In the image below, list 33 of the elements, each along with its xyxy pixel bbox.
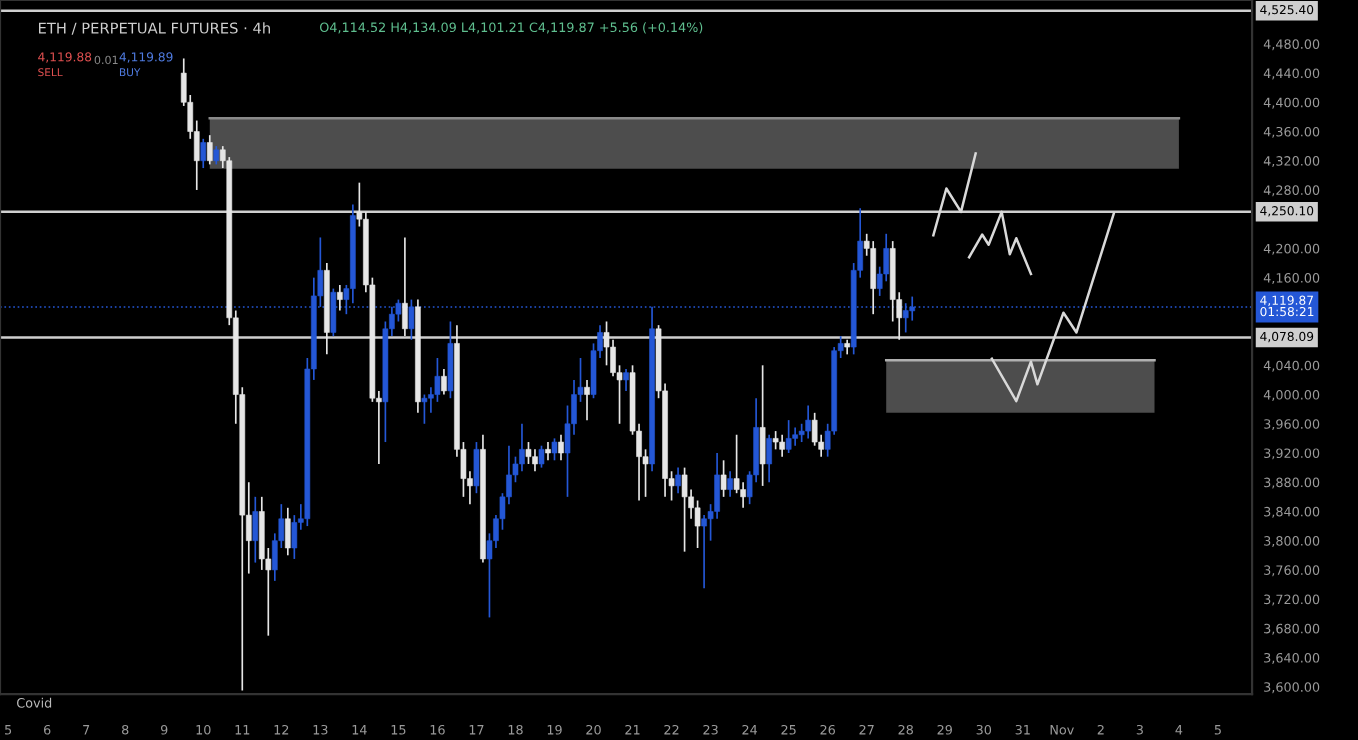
candlestick [779, 433, 785, 458]
candlestick [759, 364, 766, 487]
candlestick [421, 393, 428, 425]
candlestick [623, 368, 629, 392]
candlestick [206, 134, 213, 166]
candlestick [447, 320, 454, 400]
candlestick [805, 404, 811, 440]
candlestick [584, 379, 590, 421]
candlestick [337, 284, 343, 312]
candlestick [766, 433, 772, 484]
candlestick [792, 426, 798, 447]
candlestick [473, 441, 480, 495]
candlestick [252, 496, 259, 564]
candlestick [681, 466, 688, 553]
candlestick [532, 448, 538, 473]
candlestick [441, 368, 447, 396]
candlestick [675, 466, 681, 495]
candlestick [772, 430, 779, 451]
candlestick [870, 240, 877, 316]
candlestick [558, 433, 564, 462]
candlestick [720, 459, 727, 498]
candlestick [285, 506, 291, 557]
candlestick [200, 137, 207, 169]
candlestick [785, 419, 792, 454]
candlestick [727, 470, 733, 498]
candlestick [330, 287, 337, 337]
candlestick [538, 444, 545, 469]
candlestick [545, 441, 551, 462]
candlestick [408, 298, 415, 341]
candlestick [525, 441, 532, 465]
candlestick [551, 437, 558, 462]
candlestick [402, 236, 408, 337]
candlestick [213, 145, 220, 166]
